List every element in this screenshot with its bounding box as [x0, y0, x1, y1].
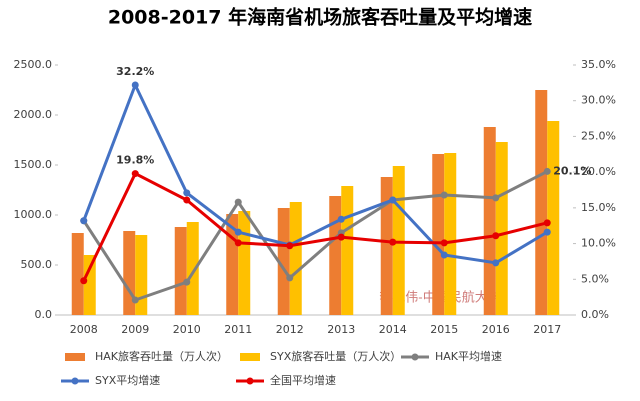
- y2-tick-label: 20.0%: [581, 165, 616, 178]
- line-marker: [543, 228, 551, 236]
- line-marker: [286, 242, 294, 250]
- line-marker: [183, 189, 191, 197]
- value-label: 20.1%: [553, 164, 591, 177]
- line-marker: [131, 296, 139, 304]
- y2-tick-label: 35.0%: [581, 58, 616, 71]
- bar: [483, 127, 496, 315]
- line-marker: [440, 191, 448, 199]
- y-tick-label: 0.0: [35, 308, 53, 321]
- bar: [135, 235, 148, 315]
- legend-label: SYX平均增速: [95, 373, 160, 387]
- bar: [535, 90, 548, 315]
- bar: [277, 208, 290, 315]
- line-marker: [543, 219, 551, 227]
- y2-tick-label: 15.0%: [581, 201, 616, 214]
- x-tick-label: 2011: [224, 323, 252, 336]
- legend-label: HAK平均增速: [435, 349, 502, 363]
- x-tick-label: 2013: [327, 323, 355, 336]
- x-tick-label: 2009: [121, 323, 149, 336]
- legend-label: 全国平均增速: [270, 373, 336, 387]
- y-tick-label: 2500.0: [14, 58, 53, 71]
- bar: [444, 153, 457, 315]
- legend-label: SYX旅客吞吐量（万人次）: [270, 349, 401, 363]
- line-marker: [492, 232, 500, 240]
- bar: [186, 222, 199, 315]
- bar: [432, 154, 445, 315]
- line-marker: [234, 239, 242, 247]
- line-marker: [337, 215, 345, 223]
- legend-marker: [71, 377, 79, 385]
- line-marker: [389, 238, 397, 246]
- y-tick-label: 2000.0: [14, 108, 53, 121]
- bar: [83, 255, 96, 315]
- line-marker: [183, 278, 191, 286]
- bar: [71, 233, 84, 315]
- line-marker: [492, 194, 500, 202]
- line-marker: [234, 228, 242, 236]
- line-marker: [80, 217, 88, 225]
- line-marker: [286, 274, 294, 282]
- line-marker: [183, 196, 191, 204]
- y2-tick-label: 0.0%: [581, 308, 609, 321]
- legend-swatch: [65, 353, 85, 361]
- line-marker: [337, 233, 345, 241]
- x-tick-label: 2014: [379, 323, 407, 336]
- line-marker: [80, 277, 88, 285]
- x-tick-label: 2008: [70, 323, 98, 336]
- line-marker: [131, 81, 139, 89]
- y2-tick-label: 5.0%: [581, 272, 609, 285]
- value-label: 19.8%: [116, 154, 154, 167]
- x-tick-label: 2016: [482, 323, 510, 336]
- bar: [174, 227, 187, 315]
- line-marker: [389, 196, 397, 204]
- line: [82, 170, 548, 302]
- line-marker: [543, 167, 551, 175]
- y2-tick-label: 30.0%: [581, 94, 616, 107]
- legend-marker: [246, 377, 254, 385]
- line-marker: [440, 251, 448, 259]
- x-tick-label: 2017: [533, 323, 561, 336]
- legend-swatch: [240, 353, 260, 361]
- bar: [289, 202, 302, 315]
- y-tick-label: 500.0: [21, 258, 53, 271]
- bar: [238, 211, 251, 315]
- line-marker: [440, 239, 448, 247]
- y2-tick-label: 25.0%: [581, 129, 616, 142]
- x-tick-label: 2012: [276, 323, 304, 336]
- legend-marker: [411, 353, 419, 361]
- bar: [495, 142, 508, 315]
- bar: [329, 196, 342, 315]
- bar: [380, 177, 393, 315]
- x-tick-label: 2010: [173, 323, 201, 336]
- line: [82, 171, 548, 282]
- legend-label: HAK旅客吞吐量（万人次）: [95, 349, 228, 363]
- y2-tick-label: 10.0%: [581, 237, 616, 250]
- x-tick-label: 2015: [430, 323, 458, 336]
- bar: [341, 186, 354, 315]
- line-marker: [234, 198, 242, 206]
- y-tick-label: 1500.0: [14, 158, 53, 171]
- line-marker: [131, 170, 139, 178]
- line-marker: [492, 259, 500, 267]
- value-label: 32.2%: [116, 65, 154, 78]
- bar: [547, 121, 560, 315]
- line: [82, 81, 549, 265]
- y-tick-label: 1000.0: [14, 208, 53, 221]
- chart-title: 2008-2017 年海南省机场旅客吞吐量及平均增速: [108, 6, 532, 29]
